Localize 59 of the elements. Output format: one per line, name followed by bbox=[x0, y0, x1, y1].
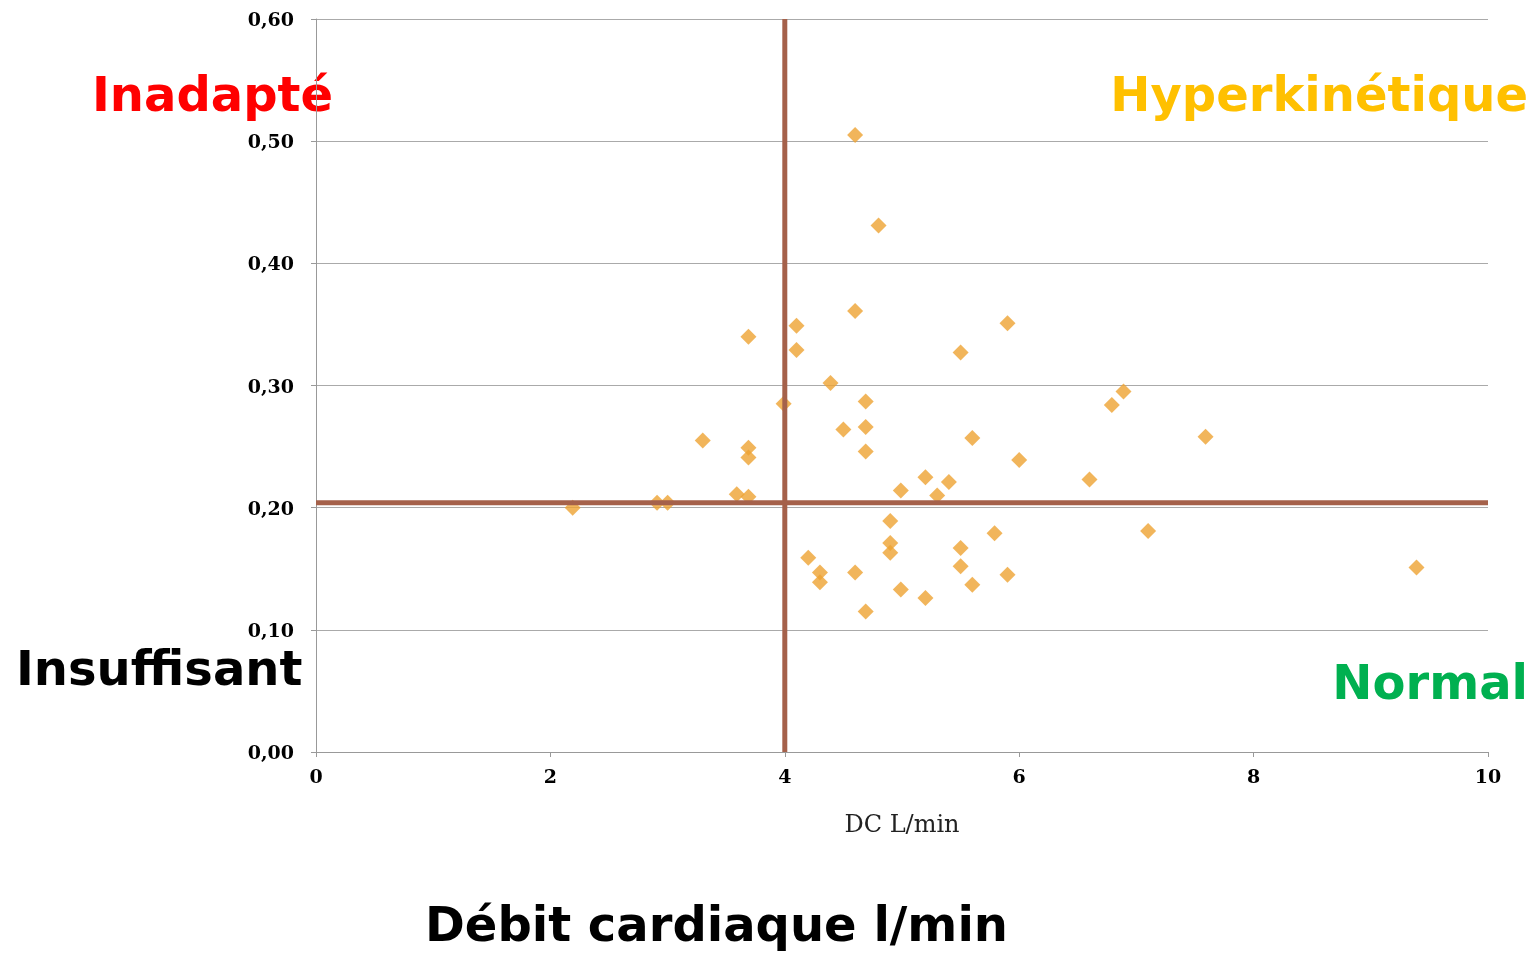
point bbox=[964, 430, 981, 447]
point bbox=[1140, 522, 1157, 539]
point bbox=[822, 375, 839, 392]
point bbox=[882, 544, 899, 561]
annotation: Inadapté bbox=[92, 66, 334, 122]
point bbox=[1197, 428, 1214, 445]
point bbox=[986, 525, 1003, 542]
point bbox=[788, 317, 805, 334]
x-tick-label: 4 bbox=[778, 764, 792, 787]
point bbox=[892, 581, 909, 598]
point bbox=[1103, 397, 1120, 414]
y-tick-label: 0,30 bbox=[247, 374, 294, 397]
point bbox=[740, 449, 757, 466]
x-tick-label: 8 bbox=[1246, 764, 1261, 787]
point bbox=[740, 328, 757, 345]
point bbox=[1408, 559, 1425, 576]
x-tick-label: 2 bbox=[543, 764, 558, 787]
text: Insuffisant bbox=[16, 640, 303, 696]
point bbox=[728, 486, 745, 503]
annotation: Normal bbox=[1332, 654, 1529, 710]
x-axis-title: DC L/min bbox=[844, 810, 960, 838]
y-tick-label: 0,00 bbox=[247, 741, 294, 763]
point bbox=[1081, 471, 1098, 488]
y-tick-label: 0,10 bbox=[247, 618, 294, 641]
point bbox=[800, 549, 817, 566]
point bbox=[892, 482, 909, 499]
point bbox=[1115, 383, 1132, 400]
x-tick-label: 0 bbox=[309, 764, 323, 787]
point bbox=[857, 419, 874, 436]
point bbox=[857, 393, 874, 410]
point bbox=[882, 513, 899, 530]
point bbox=[811, 574, 828, 591]
point bbox=[835, 421, 852, 438]
point bbox=[870, 217, 887, 234]
point bbox=[847, 127, 864, 144]
y-tick-label: 0,40 bbox=[247, 252, 294, 275]
point bbox=[788, 342, 805, 359]
point bbox=[964, 576, 981, 593]
point bbox=[847, 302, 864, 319]
point bbox=[1011, 452, 1028, 469]
x-tick-label: 6 bbox=[1012, 764, 1026, 787]
point bbox=[917, 590, 934, 607]
text: Débit cardiaque l/min bbox=[425, 896, 1009, 952]
y-tick-label: 0,60 bbox=[247, 8, 294, 30]
annotation: Hyperkinétique bbox=[1110, 66, 1529, 122]
y-tick-label: 0,50 bbox=[247, 130, 294, 153]
point bbox=[999, 566, 1016, 583]
x-tick-label: 10 bbox=[1474, 764, 1502, 787]
point bbox=[952, 558, 969, 575]
point bbox=[917, 469, 934, 486]
point bbox=[940, 474, 957, 491]
point bbox=[847, 564, 864, 581]
point bbox=[857, 603, 874, 620]
point bbox=[999, 315, 1016, 332]
point bbox=[952, 539, 969, 556]
point bbox=[952, 344, 969, 361]
y-tick-label: 0,20 bbox=[247, 496, 294, 519]
point bbox=[857, 443, 874, 460]
point bbox=[694, 432, 711, 449]
